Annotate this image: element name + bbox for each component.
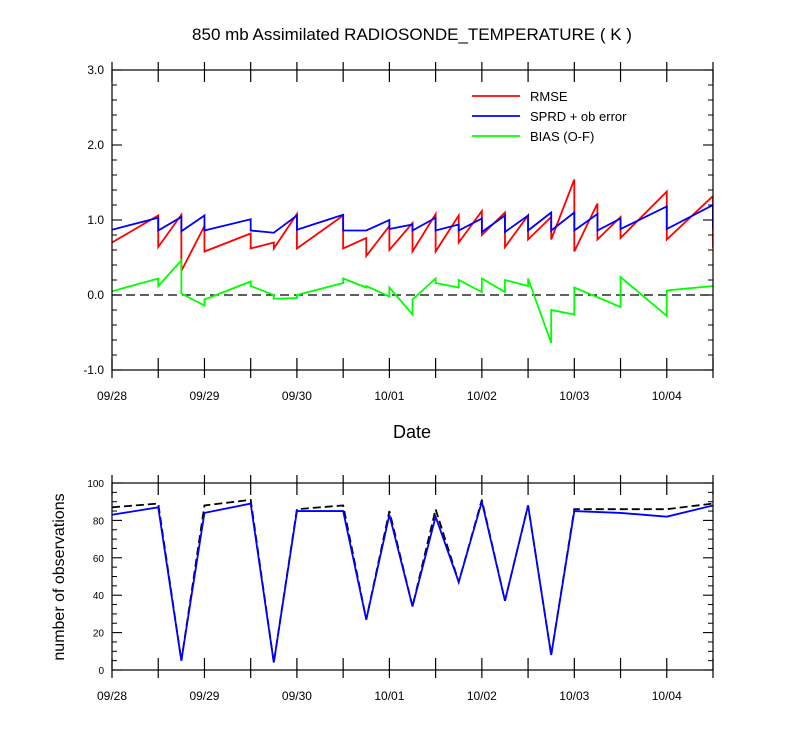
y-tick-label: 80 <box>93 516 105 527</box>
x-tick-label: 09/28 <box>97 689 127 703</box>
x-tick-label: 10/04 <box>652 389 682 403</box>
legend-label-sprd-ob-error: SPRD + ob error <box>530 109 627 124</box>
legend-label-bias-o-f: BIAS (O-F) <box>530 129 594 144</box>
y-tick-label: 0 <box>98 666 104 677</box>
series-line-rmse <box>112 179 713 272</box>
x-tick-label: 10/03 <box>559 689 589 703</box>
y-tick-label: 20 <box>93 629 105 640</box>
x-tick-label: 09/28 <box>97 389 127 403</box>
x-tick-label: 10/01 <box>374 689 404 703</box>
x-tick-label: 10/02 <box>467 389 497 403</box>
x-tick-label: 10/02 <box>467 689 497 703</box>
x-tick-label: 09/29 <box>189 389 219 403</box>
y-tick-label: 0.0 <box>87 288 104 302</box>
y-tick-label: -1.0 <box>83 363 104 377</box>
x-tick-label: 09/30 <box>282 689 312 703</box>
legend-label-rmse: RMSE <box>530 89 568 104</box>
x-tick-label: 10/01 <box>374 389 404 403</box>
y-axis-label-observations: number of observations <box>51 493 68 660</box>
temperature-panel: -1.0 0.0 1.0 2.0 3.0 09/28 09/29 09/30 10/01 10/0… <box>83 62 714 403</box>
x-tick-label: 10/04 <box>652 689 682 703</box>
x-tick-label: 10/03 <box>559 389 589 403</box>
y-tick-label: 100 <box>87 479 104 490</box>
series-line-assimilated-observations <box>112 498 713 663</box>
series-line-sprd-ob-error <box>112 203 713 234</box>
observations-panel: 0 20 40 60 80 100 09/28 09/29 09/30 10/01 10/02 10/… <box>87 475 714 703</box>
y-tick-label: 40 <box>93 591 105 602</box>
plot-frame <box>111 482 714 671</box>
x-tick-label: 09/30 <box>282 389 312 403</box>
chart-title: 850 mb Assimilated RADIOSONDE_TEMPERATUR… <box>192 25 632 44</box>
y-tick-label: 60 <box>93 554 105 565</box>
series-line-bias-o-f <box>112 258 713 344</box>
y-tick-label: 2.0 <box>87 138 104 152</box>
y-tick-label: 1.0 <box>87 213 104 227</box>
x-tick-label: 09/29 <box>189 689 219 703</box>
x-axis-label: Date <box>393 422 431 442</box>
legend: RMSE SPRD + ob error BIAS (O-F) <box>472 89 627 144</box>
y-tick-label: 3.0 <box>87 63 104 77</box>
